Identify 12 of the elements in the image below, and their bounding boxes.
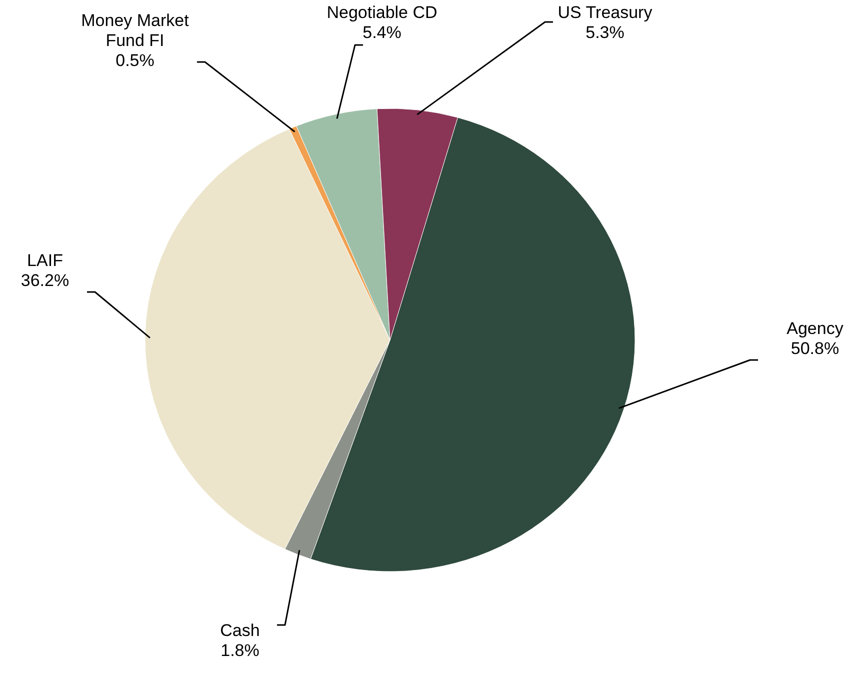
slice-label: Cash xyxy=(220,621,260,640)
data-label: 5.3% xyxy=(586,23,624,42)
data-label: 36.2% xyxy=(20,271,70,290)
slice-label: Agency xyxy=(786,319,844,338)
slice-label: LAIF xyxy=(27,251,63,270)
data-label: 0.5% xyxy=(116,51,154,70)
data-label: 1.8% xyxy=(220,641,260,660)
slice-label: Negotiable CD xyxy=(326,3,438,22)
data-label: 5.4% xyxy=(362,23,402,42)
data-label: 50.8% xyxy=(790,339,840,358)
slice-label: US Treasury xyxy=(558,3,653,22)
slice-label: Money Market Fund FI xyxy=(81,11,190,50)
